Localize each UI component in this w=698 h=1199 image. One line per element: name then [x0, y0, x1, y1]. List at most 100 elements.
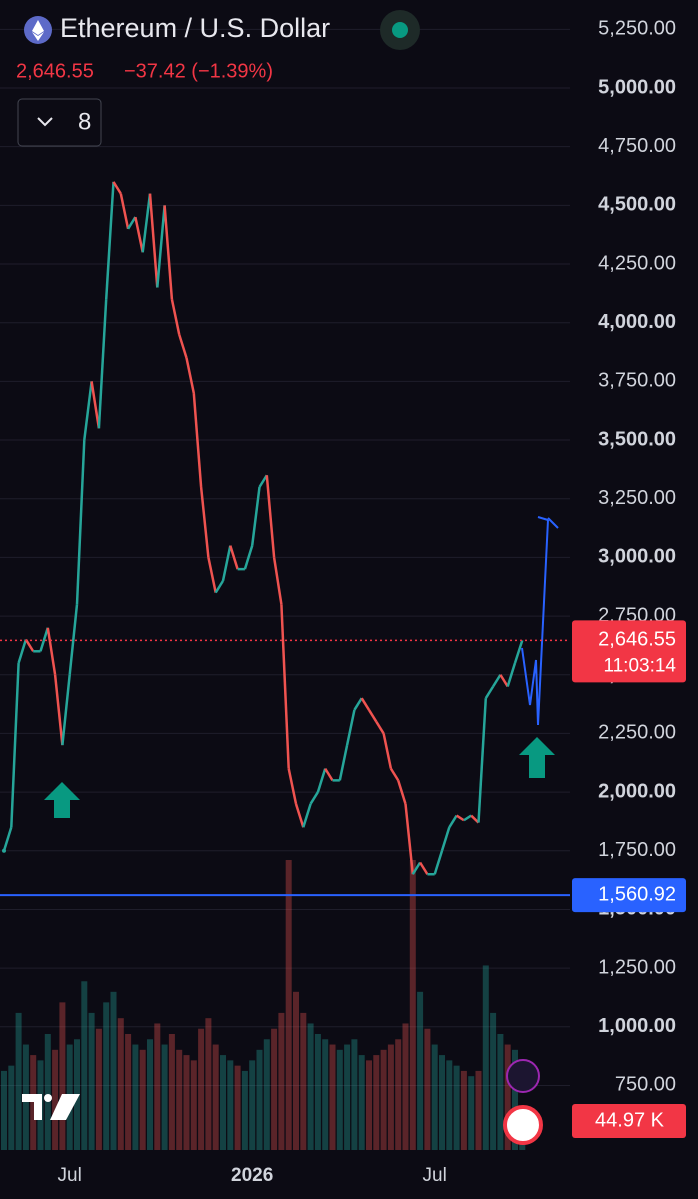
volume-bar [183, 1055, 190, 1150]
price-segment [433, 850, 444, 875]
volume-bar [336, 1049, 343, 1150]
volume-bar [351, 1039, 358, 1150]
volume-bar [81, 981, 88, 1150]
price-segment [353, 697, 363, 711]
volume-bar [322, 1039, 329, 1150]
logo [22, 1094, 80, 1120]
price-segment [477, 698, 488, 823]
x-tick-label: Jul [58, 1165, 82, 1186]
price-segment [229, 545, 239, 570]
price-segment [24, 638, 35, 652]
price-segment [53, 674, 64, 746]
price-segment [265, 475, 276, 558]
price-segment [338, 744, 349, 781]
volume-bar [285, 860, 292, 1150]
volume-bar [110, 991, 117, 1150]
y-tick-label: 3,750.00 [598, 370, 676, 392]
price-segment [46, 627, 57, 675]
volume-bar [212, 1044, 219, 1150]
projection-head [537, 516, 559, 529]
volume-bar [431, 1044, 438, 1150]
change: −37.42 (−1.39%) [124, 60, 273, 82]
volume-bar [8, 1065, 15, 1150]
price-segment [258, 474, 268, 488]
support-tag [572, 878, 686, 913]
volume-bar [198, 1028, 205, 1150]
price-segment [345, 709, 356, 746]
volume-bar [278, 1012, 285, 1150]
volume-bar [329, 1044, 336, 1150]
volume-bar [504, 1044, 511, 1150]
volume-bar [220, 1055, 226, 1150]
price-segment [287, 768, 298, 805]
volume-bar [468, 1076, 475, 1150]
price-segment [17, 639, 28, 664]
last-price-tag [572, 620, 686, 683]
price-segment [302, 803, 312, 828]
volume-bar [314, 1034, 321, 1150]
volume-bar [490, 1012, 497, 1150]
price-segment [156, 205, 166, 288]
price-segment [243, 545, 254, 570]
price-segment [83, 381, 93, 441]
price-segment [316, 768, 327, 793]
y-tick-label: 2,000.00 [598, 780, 676, 802]
volume-bar [358, 1055, 365, 1150]
volume-bar [1, 1070, 7, 1150]
price-segment [250, 486, 261, 546]
volume-bar [387, 1044, 394, 1150]
interval[interactable]: 8 [78, 108, 91, 135]
price-segment [104, 181, 115, 300]
volume-bar [424, 1028, 431, 1150]
volume-bar [300, 1012, 307, 1150]
price-segment [163, 205, 174, 300]
volume-bar [59, 1002, 66, 1150]
price [2, 181, 524, 876]
y-tick-label: 750.00 [615, 1074, 676, 1096]
volume-bar [293, 991, 299, 1150]
up-arrow [519, 737, 555, 778]
flag-button[interactable] [503, 1105, 543, 1145]
price-segment [39, 627, 49, 652]
price-segment [112, 181, 122, 195]
price-segment [75, 439, 86, 605]
status-dot [392, 22, 408, 38]
volume-bar [132, 1044, 139, 1150]
y-tick-label: 4,500.00 [598, 194, 676, 216]
volume-bar [205, 1018, 212, 1150]
price-segment [10, 662, 20, 828]
price-segment [178, 334, 188, 359]
volume-bar [453, 1065, 460, 1150]
price-segment [68, 604, 79, 675]
price-segment [513, 639, 524, 664]
price-segment [134, 216, 144, 253]
price-segment [280, 604, 290, 769]
price-segment [221, 545, 232, 582]
support-label: 1,560.92 [598, 883, 676, 905]
price-segment [207, 557, 217, 593]
price-segment [214, 580, 225, 594]
volume-bar [475, 1070, 482, 1150]
y-tick-label: 3,250.00 [598, 487, 676, 509]
x-tick-label: 2026 [231, 1165, 273, 1186]
price-segment [272, 557, 283, 605]
volume-bar [380, 1049, 387, 1150]
price-segment [119, 193, 130, 230]
last-price: 2,646.55 [16, 60, 94, 82]
spark-button[interactable] [506, 1059, 540, 1093]
x-tick-label: Jul [423, 1165, 447, 1186]
volume-bar [147, 1039, 153, 1150]
y-tick-label: 4,000.00 [598, 311, 676, 333]
volume-bar [307, 1023, 314, 1150]
price-segment [294, 803, 305, 828]
eth-glyph [32, 20, 44, 41]
interval-button[interactable] [17, 98, 102, 147]
y-tick-label: 1,750.00 [598, 839, 676, 861]
projection [521, 519, 549, 726]
volume-bar [154, 1023, 161, 1150]
price-segment [440, 826, 451, 852]
volume-label: 44.97 K [595, 1109, 665, 1131]
y-tick-label: 2,250.00 [598, 722, 676, 744]
